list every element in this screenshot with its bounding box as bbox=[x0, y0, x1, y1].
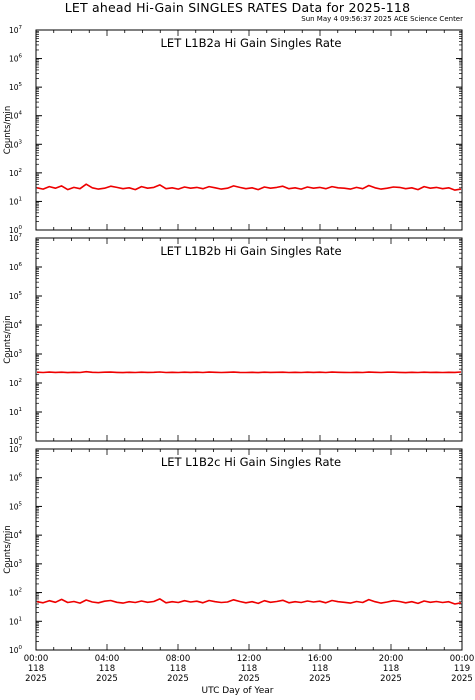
x-tick-label-day: 119 bbox=[454, 664, 470, 674]
y-tick-label: 105 bbox=[9, 291, 23, 301]
panel-title-1: LET L1B2a Hi Gain Singles Rate bbox=[161, 36, 342, 50]
y-axis-label-3: Counts/min bbox=[3, 525, 13, 574]
y-tick-label: 101 bbox=[9, 196, 22, 206]
y-tick-label: 104 bbox=[9, 111, 23, 121]
x-axis-title: UTC Day of Year bbox=[201, 686, 274, 696]
x-tick-label-year: 2025 bbox=[167, 674, 189, 684]
x-tick-label-year: 2025 bbox=[380, 674, 402, 684]
y-tick-label: 103 bbox=[9, 139, 23, 149]
x-tick-label-time: 08:00 bbox=[166, 654, 191, 664]
y-tick-label: 104 bbox=[9, 530, 23, 540]
series-line-3 bbox=[36, 598, 462, 605]
y-tick-label: 100 bbox=[9, 436, 23, 446]
y-tick-label: 105 bbox=[9, 82, 23, 92]
y-tick-label: 106 bbox=[9, 262, 23, 272]
x-tick-label-day: 118 bbox=[241, 664, 257, 674]
x-tick-label-day: 118 bbox=[312, 664, 328, 674]
x-tick-label-day: 118 bbox=[28, 664, 44, 674]
x-tick-label-time: 16:00 bbox=[308, 654, 333, 664]
chart-main-title: LET ahead Hi-Gain SINGLES RATES Data for… bbox=[64, 0, 411, 15]
y-tick-label: 103 bbox=[9, 559, 23, 569]
x-tick-label-day: 118 bbox=[383, 664, 399, 674]
y-tick-label: 107 bbox=[9, 25, 23, 35]
x-tick-label-time: 12:00 bbox=[237, 654, 262, 664]
panel-title-2: LET L1B2b Hi Gain Singles Rate bbox=[160, 244, 341, 258]
y-axis-label-2: Counts/min bbox=[3, 315, 13, 364]
x-tick-label-day: 118 bbox=[170, 664, 186, 674]
x-tick-label-time: 04:00 bbox=[95, 654, 120, 664]
x-tick-label-year: 2025 bbox=[451, 674, 473, 684]
y-tick-label: 104 bbox=[9, 320, 23, 330]
y-tick-label: 105 bbox=[9, 501, 23, 511]
generation-timestamp: Sun May 4 09:56:37 2025 ACE Science Cent… bbox=[301, 15, 463, 23]
y-tick-label: 107 bbox=[9, 233, 23, 243]
panel-frame-1 bbox=[35, 29, 463, 231]
y-tick-label: 100 bbox=[9, 225, 23, 235]
x-tick-label-time: 20:00 bbox=[379, 654, 404, 664]
x-tick-label-day: 118 bbox=[99, 664, 115, 674]
x-tick-label-time: 00:00 bbox=[24, 654, 49, 664]
panel-frame-2 bbox=[35, 237, 463, 442]
y-tick-label: 107 bbox=[9, 444, 23, 454]
y-tick-label: 103 bbox=[9, 349, 23, 359]
y-tick-label: 101 bbox=[9, 616, 22, 626]
x-tick-label-year: 2025 bbox=[238, 674, 260, 684]
y-axis-label-1: Counts/min bbox=[3, 106, 13, 155]
x-tick-label-year: 2025 bbox=[309, 674, 331, 684]
y-tick-label: 102 bbox=[9, 378, 22, 388]
y-tick-label: 101 bbox=[9, 407, 22, 417]
x-tick-label-year: 2025 bbox=[96, 674, 118, 684]
y-tick-label: 102 bbox=[9, 168, 22, 178]
series-line-2 bbox=[36, 370, 462, 374]
y-tick-label: 106 bbox=[9, 473, 23, 483]
panel-title-3: LET L1B2c Hi Gain Singles Rate bbox=[161, 455, 341, 469]
panel-frame-3 bbox=[35, 448, 463, 651]
y-tick-label: 102 bbox=[9, 588, 22, 598]
x-tick-label-year: 2025 bbox=[25, 674, 47, 684]
x-tick-label-time: 00:00 bbox=[450, 654, 475, 664]
y-tick-label: 100 bbox=[9, 645, 23, 655]
y-tick-label: 106 bbox=[9, 54, 23, 64]
series-line-1 bbox=[36, 183, 462, 191]
